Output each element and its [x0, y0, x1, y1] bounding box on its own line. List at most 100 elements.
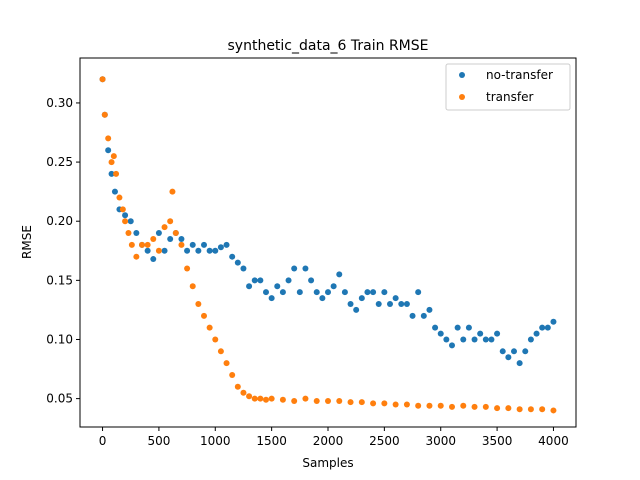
plot-area	[99, 76, 557, 414]
data-point-transfer	[240, 389, 247, 396]
data-point-no-transfer	[201, 241, 207, 248]
data-point-no-transfer	[167, 235, 174, 242]
data-point-no-transfer	[206, 247, 213, 254]
x-tick-label: 2000	[313, 434, 344, 448]
data-point-transfer	[167, 218, 174, 225]
data-point-transfer	[251, 395, 258, 402]
data-point-transfer	[113, 170, 120, 177]
x-tick-label: 500	[147, 434, 170, 448]
data-point-transfer	[539, 406, 546, 413]
data-point-transfer	[257, 395, 264, 402]
y-tick-label: 0.30	[46, 96, 73, 110]
series-transfer	[99, 76, 557, 414]
data-point-transfer	[119, 206, 126, 213]
data-point-no-transfer	[308, 277, 315, 284]
data-point-transfer	[291, 397, 298, 404]
x-axis-label: Samples	[302, 456, 353, 470]
x-tick-label: 1000	[200, 434, 231, 448]
legend-label-no-transfer: no-transfer	[486, 68, 553, 82]
data-point-no-transfer	[443, 336, 450, 343]
data-point-transfer	[437, 402, 444, 409]
y-tick-label: 0.10	[46, 332, 73, 346]
data-point-no-transfer	[144, 247, 151, 254]
y-tick-label: 0.25	[46, 155, 73, 169]
data-point-transfer	[516, 406, 523, 413]
data-point-no-transfer	[319, 295, 326, 302]
data-point-no-transfer	[274, 283, 281, 290]
data-point-no-transfer	[246, 283, 253, 290]
data-point-transfer	[392, 401, 399, 408]
data-point-no-transfer	[511, 348, 517, 355]
data-point-no-transfer	[291, 265, 298, 272]
data-point-no-transfer	[364, 289, 371, 296]
data-point-transfer	[482, 403, 489, 410]
data-point-no-transfer	[426, 306, 433, 313]
data-point-transfer	[189, 283, 196, 290]
data-point-transfer	[178, 241, 185, 248]
data-point-no-transfer	[223, 241, 230, 248]
data-point-transfer	[139, 241, 145, 248]
data-point-no-transfer	[240, 265, 247, 272]
data-point-no-transfer	[263, 289, 269, 296]
data-point-transfer	[471, 403, 478, 410]
data-point-no-transfer	[234, 259, 241, 266]
data-point-transfer	[99, 76, 106, 83]
data-point-no-transfer	[375, 301, 382, 307]
data-point-no-transfer	[178, 235, 185, 242]
data-point-transfer	[105, 135, 112, 142]
data-point-transfer	[336, 397, 343, 404]
data-point-no-transfer	[358, 295, 365, 302]
data-point-transfer	[110, 153, 117, 160]
data-point-no-transfer	[370, 289, 377, 296]
y-tick-label: 0.05	[46, 392, 73, 406]
y-axis-label: RMSE	[20, 225, 34, 259]
data-point-no-transfer	[527, 336, 534, 343]
data-point-transfer	[133, 253, 140, 260]
x-tick-label: 3000	[425, 434, 456, 448]
x-tick-label: 3500	[482, 434, 513, 448]
data-point-transfer	[325, 397, 331, 404]
data-point-transfer	[550, 407, 557, 414]
data-point-transfer	[494, 405, 501, 412]
data-point-no-transfer	[387, 301, 393, 307]
data-point-no-transfer	[353, 306, 360, 313]
data-point-no-transfer	[499, 348, 506, 355]
x-tick-label: 2500	[369, 434, 400, 448]
data-point-no-transfer	[477, 330, 484, 337]
data-point-no-transfer	[398, 301, 405, 307]
data-point-no-transfer	[381, 289, 388, 296]
y-axis: 0.05 0.10 0.15 0.20 0.25 0.30	[46, 96, 80, 406]
data-point-no-transfer	[268, 295, 275, 302]
data-point-transfer	[212, 336, 219, 343]
data-point-transfer	[268, 395, 275, 402]
data-point-transfer	[108, 159, 115, 166]
data-point-no-transfer	[449, 342, 455, 349]
data-point-no-transfer	[330, 283, 337, 290]
data-point-no-transfer	[392, 295, 399, 302]
data-point-no-transfer	[122, 212, 129, 219]
data-point-transfer	[370, 400, 377, 407]
data-point-transfer	[358, 399, 365, 406]
data-point-no-transfer	[229, 253, 236, 260]
legend-marker-no-transfer	[459, 72, 465, 78]
data-point-no-transfer	[488, 336, 495, 343]
x-axis: 0 500 1000 1500 2000 2500 3000 3500 4000	[99, 427, 569, 448]
data-point-transfer	[347, 399, 354, 406]
data-point-no-transfer	[184, 247, 191, 254]
chart-title: synthetic_data_6 Train RMSE	[228, 38, 429, 54]
data-point-transfer	[449, 403, 455, 410]
legend: no-transfer transfer	[445, 63, 571, 111]
data-point-transfer	[263, 396, 269, 403]
data-point-no-transfer	[533, 330, 540, 337]
data-point-transfer	[161, 224, 168, 231]
data-point-no-transfer	[313, 289, 320, 296]
data-point-no-transfer	[296, 289, 303, 296]
legend-marker-transfer	[459, 94, 465, 100]
data-point-no-transfer	[494, 330, 501, 337]
data-point-no-transfer	[550, 318, 557, 325]
data-point-no-transfer	[539, 324, 546, 331]
data-point-no-transfer	[432, 324, 439, 331]
data-point-transfer	[234, 383, 241, 390]
